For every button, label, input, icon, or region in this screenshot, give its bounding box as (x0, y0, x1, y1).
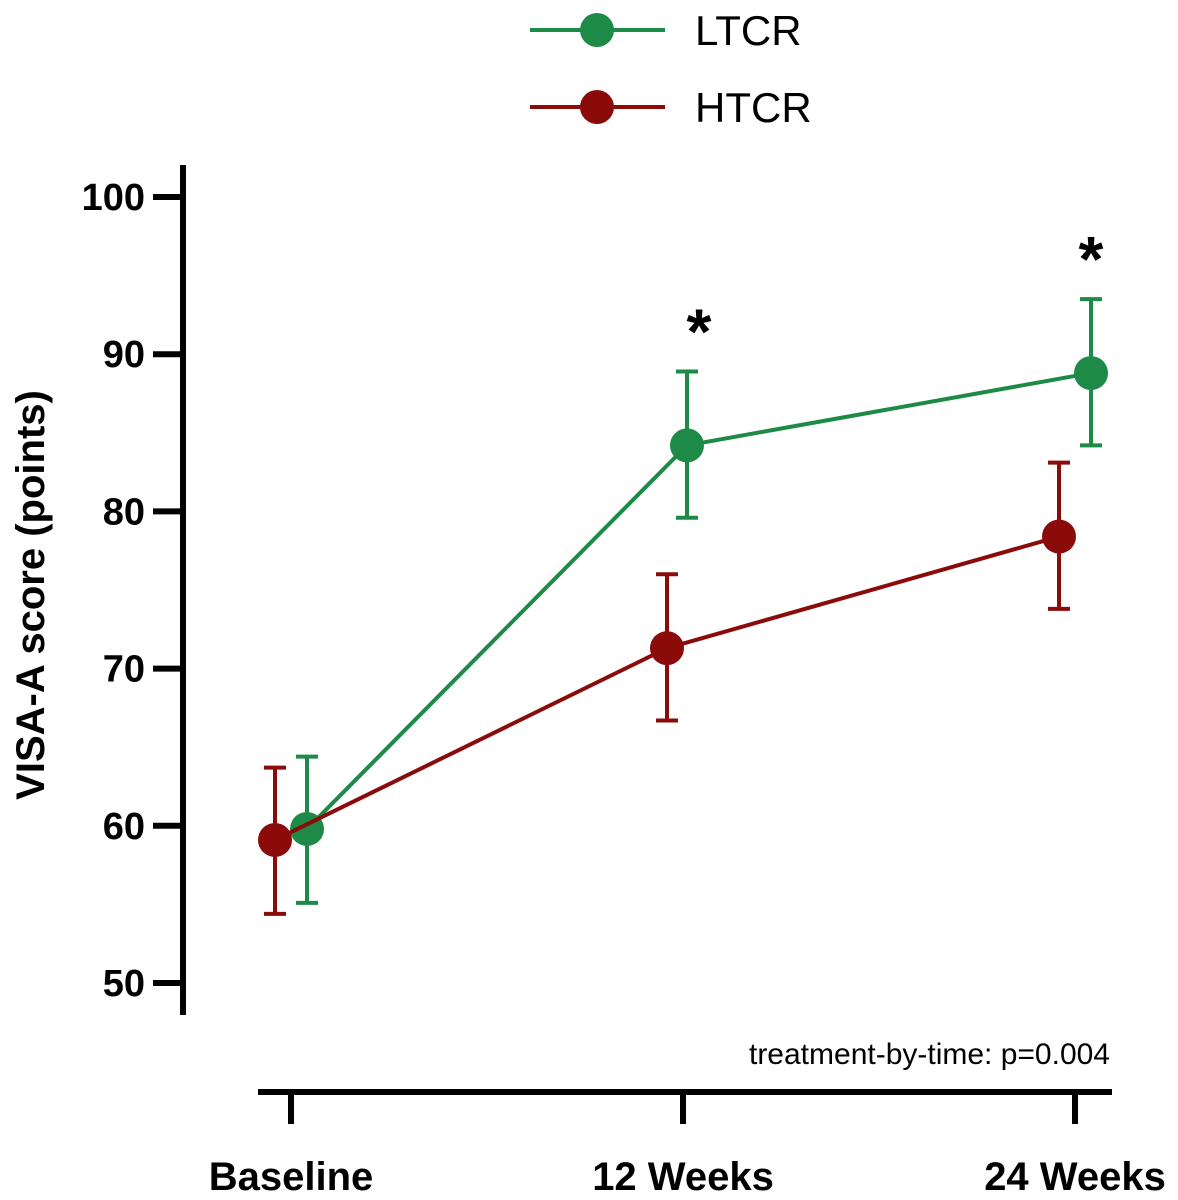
significance-marker: * (1079, 223, 1104, 295)
y-tick-label: 70 (103, 649, 145, 691)
significance-marker: * (687, 295, 712, 367)
data-point (258, 822, 292, 857)
y-tick-label: 80 (103, 491, 145, 533)
series-htcr (258, 460, 1076, 916)
legend-label: LTCR (695, 7, 802, 54)
data-point (1042, 519, 1076, 554)
y-axis: 50 60 70 80 90 100 (82, 165, 186, 1015)
data-point (650, 631, 684, 666)
y-tick-label: 60 (103, 806, 145, 848)
legend-marker (580, 13, 614, 47)
legend-item-htcr: HTCR (530, 84, 812, 131)
x-tick-label: Baseline (209, 1155, 374, 1199)
annotation-text: treatment-by-time: p=0.004 (749, 1038, 1110, 1071)
legend-marker (580, 90, 614, 124)
legend: LTCR HTCR (530, 7, 812, 131)
y-tick-label: 100 (82, 177, 145, 219)
legend-label: HTCR (695, 84, 812, 131)
y-axis-title: VISA-A score (points) (9, 390, 53, 800)
legend-item-ltcr: LTCR (530, 7, 802, 54)
x-axis: Baseline 12 Weeks 24 Weeks (209, 1089, 1166, 1199)
x-tick-label: 24 Weeks (984, 1155, 1166, 1199)
data-point (1074, 356, 1108, 391)
y-tick-label: 50 (103, 963, 145, 1005)
y-tick-label: 90 (103, 334, 145, 376)
x-tick-label: 12 Weeks (592, 1155, 774, 1199)
plot-area: ** (258, 223, 1108, 916)
data-point (670, 428, 704, 463)
series-ltcr (290, 297, 1108, 905)
